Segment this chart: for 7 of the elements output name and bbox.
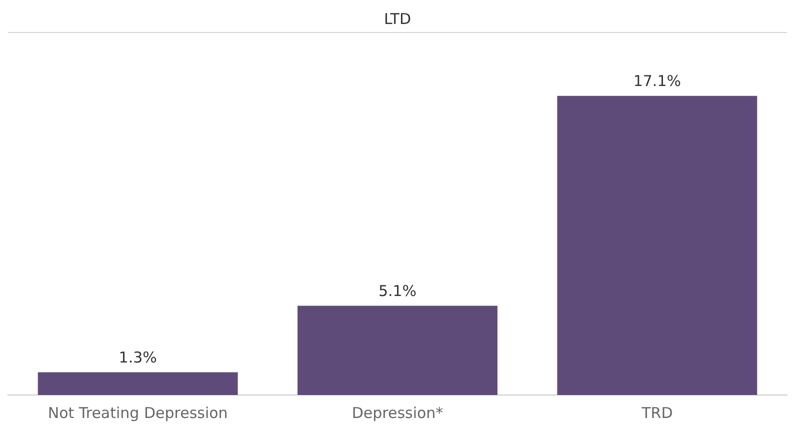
data-label: 17.1% bbox=[633, 72, 681, 90]
x-tick-label: TRD bbox=[640, 404, 673, 422]
data-label: 1.3% bbox=[118, 348, 157, 367]
chart-title: LTD bbox=[8, 6, 787, 33]
x-tick-label: Depression* bbox=[352, 404, 444, 422]
x-tick-label: Not Treating Depression bbox=[48, 404, 228, 422]
data-label: 5.1% bbox=[378, 282, 417, 300]
